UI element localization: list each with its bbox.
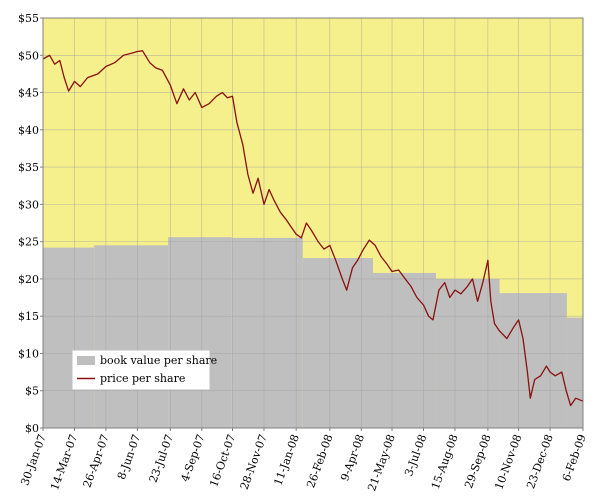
x-tick-label-13: 15-Aug-08 [429,433,461,491]
x-tick-label-5: 4-Sep-07 [178,433,207,484]
y-tick-label-5: $25 [18,236,39,249]
y-tick-label-1: $5 [25,385,39,398]
x-tick-label-10: 9-Apr-08 [338,433,367,483]
legend-label-book-value: book value per share [100,354,217,367]
x-tick-label-9: 26-Feb-08 [304,433,335,490]
y-tick-label-11: $55 [18,12,39,25]
book-value-step-3 [231,237,303,428]
y-tick-label-0: $0 [25,422,39,435]
y-tick-label-10: $50 [18,49,39,62]
x-tick-label-4: 23-Jul-07 [147,433,176,485]
book-value-step-7 [499,293,567,428]
book-value-step-5 [373,272,436,428]
x-tick-label-12: 3-Jul-08 [402,433,429,478]
x-tick-label-3: 8-Jun-07 [115,433,143,482]
x-tick-label-0: 30-Jan-07 [18,433,49,488]
legend-box [72,350,210,390]
x-tick-label-17: 6-Feb-09 [560,433,589,484]
y-tick-label-8: $40 [18,124,39,137]
legend-label-price: price per share [100,372,185,385]
x-tick-label-15: 10-Nov-08 [492,433,524,492]
x-tick-label-1: 14-Mar-07 [48,433,80,492]
y-axis: $0 $5 $10 $15 $20 $25 $30 $35 $40 $45 $50 $55 [18,12,43,435]
legend-swatch-book-value [77,356,95,365]
book-value-step-4 [302,258,373,428]
y-tick-label-2: $10 [18,347,39,360]
y-tick-label-3: $15 [18,310,39,323]
x-tick-label-14: 29-Sep-08 [462,433,494,491]
legend: book value per share price per share [72,350,217,390]
x-axis: 30-Jan-07 14-Mar-07 26-Apr-07 8-Jun-07 23-Ju… [18,428,589,493]
price-line-layer [42,50,584,407]
y-tick-label-4: $20 [18,273,39,286]
y-tick-label-7: $35 [18,161,39,174]
x-tick-label-6: 16-Oct-07 [207,433,238,489]
x-tick-label-8: 11-Jan-08 [271,433,302,488]
book-value-step-1 [94,245,169,428]
book-value-step-8 [566,317,583,428]
y-tick-label-9: $45 [18,87,39,100]
plot-frame [42,17,584,429]
book-value-step-2 [168,237,232,428]
price-per-share-line [42,50,584,407]
book-value-step-0 [43,247,95,428]
x-tick-label-2: 26-Apr-07 [80,433,111,490]
x-tick-label-11: 21-May-08 [365,433,398,493]
y-tick-label-6: $30 [18,198,39,211]
x-tick-label-7: 28-Nov-07 [238,433,270,492]
x-tick-label-16: 23-Dec-08 [524,433,556,491]
